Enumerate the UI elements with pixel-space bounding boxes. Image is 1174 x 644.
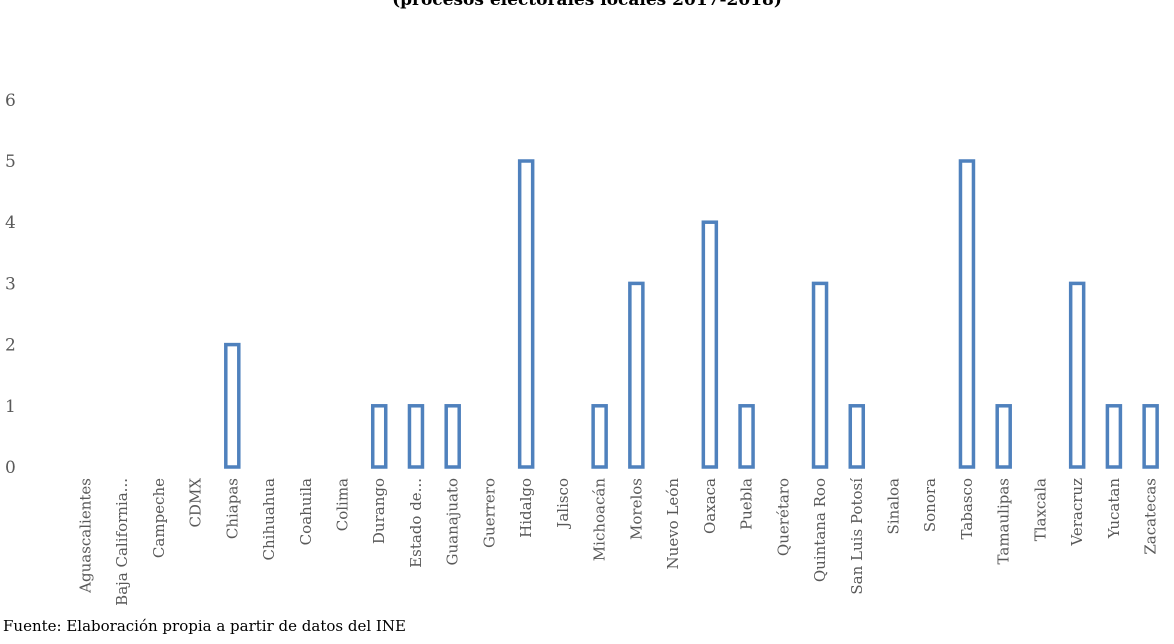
bar xyxy=(848,404,866,469)
x-tick-label: Sonora xyxy=(921,478,939,532)
bar xyxy=(1105,404,1123,469)
x-tick-label: Tabasco xyxy=(958,478,976,539)
bar xyxy=(738,404,755,469)
bar xyxy=(370,404,388,469)
x-tick-label: San Luis Potosí xyxy=(848,478,866,595)
y-tick-label: 1 xyxy=(5,397,16,417)
bar xyxy=(407,404,425,469)
x-tick-label: Michoacán xyxy=(591,478,609,562)
x-tick-label: Jalisco xyxy=(554,478,572,530)
y-tick-label: 0 xyxy=(5,458,16,478)
x-tick-label: Hidalgo xyxy=(517,478,535,538)
y-tick-label: 5 xyxy=(5,152,16,172)
x-tick-label: Sinaloa xyxy=(885,478,903,535)
x-tick-label: CDMX xyxy=(187,478,205,528)
y-axis-ticks: 0 1 2 3 4 5 6 xyxy=(5,91,16,478)
y-tick-label: 2 xyxy=(5,336,16,356)
x-tick-label: Quintana Roo xyxy=(811,478,829,582)
x-tick-label: Puebla xyxy=(738,478,756,530)
source-note: Fuente: Elaboración propia a partir de d… xyxy=(3,617,406,635)
x-tick-label: Estado de... xyxy=(407,478,425,568)
y-tick-label: 6 xyxy=(5,91,16,111)
x-tick-label: Oaxaca xyxy=(701,478,719,534)
x-tick-label: Colima xyxy=(334,478,352,531)
y-tick-label: 3 xyxy=(5,274,16,294)
x-tick-label: Campeche xyxy=(150,478,168,558)
x-tick-label: Chiapas xyxy=(223,478,241,539)
bar xyxy=(224,342,241,469)
x-tick-label: Coahuila xyxy=(297,478,315,545)
bar xyxy=(591,404,608,469)
bar xyxy=(1068,281,1086,469)
bar-series xyxy=(224,159,1159,469)
bar xyxy=(958,159,976,469)
bar xyxy=(995,404,1012,469)
x-tick-label: Baja California... xyxy=(113,478,131,606)
bar xyxy=(628,281,645,469)
x-tick-label: Morelos xyxy=(627,478,645,540)
x-tick-label: Tlaxcala xyxy=(1031,478,1049,541)
x-tick-label: Durango xyxy=(370,478,388,544)
y-tick-label: 4 xyxy=(5,213,16,233)
x-tick-label: Chihuahua xyxy=(260,478,278,561)
x-axis-labels: Aguascalientes Baja California... Campeche… xyxy=(76,478,1159,606)
bar xyxy=(517,159,535,469)
x-tick-label: Tamaulipas xyxy=(995,478,1013,564)
bar xyxy=(701,220,719,469)
chart-title: (procesos electorales locales 2017-2018) xyxy=(392,0,782,10)
x-tick-label: Guerrero xyxy=(480,478,498,548)
bar xyxy=(811,281,829,469)
bar xyxy=(1142,404,1159,469)
x-tick-label: Querétaro xyxy=(774,478,792,556)
x-tick-label: Zacatecas xyxy=(1142,478,1160,555)
x-tick-label: Guanajuato xyxy=(444,478,462,566)
x-tick-label: Nuevo León xyxy=(664,478,682,570)
x-tick-label: Veracruz xyxy=(1068,478,1086,547)
x-tick-label: Aguascalientes xyxy=(76,478,94,594)
bar xyxy=(444,404,461,469)
x-tick-label: Yucatan xyxy=(1105,478,1123,540)
